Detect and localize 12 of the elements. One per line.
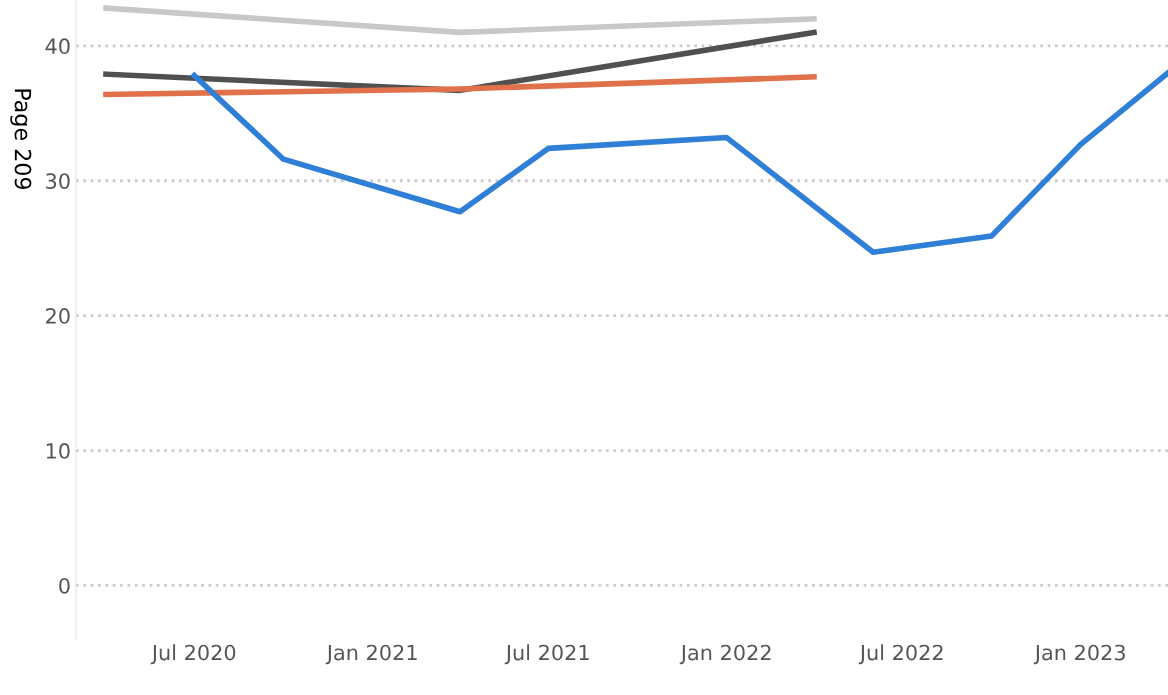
y-tick-label: 10	[46, 443, 70, 459]
x-tick-label: Jul 2020	[150, 644, 236, 665]
text: Page 209	[10, 89, 32, 190]
x-tick-label: Jan 2023	[1033, 644, 1125, 665]
x-tick-label: Jan 2022	[679, 644, 771, 665]
y-tick-label: 30	[46, 173, 70, 189]
x-tick-label: Jul 2021	[504, 644, 589, 665]
y-tick-label: 0	[59, 577, 70, 594]
x-tick-label: Jan 2021	[325, 644, 417, 665]
x-tick-label: Jul 2022	[858, 644, 943, 665]
y-tick-label: 20	[46, 308, 70, 324]
y-tick-label: 40	[45, 38, 70, 55]
